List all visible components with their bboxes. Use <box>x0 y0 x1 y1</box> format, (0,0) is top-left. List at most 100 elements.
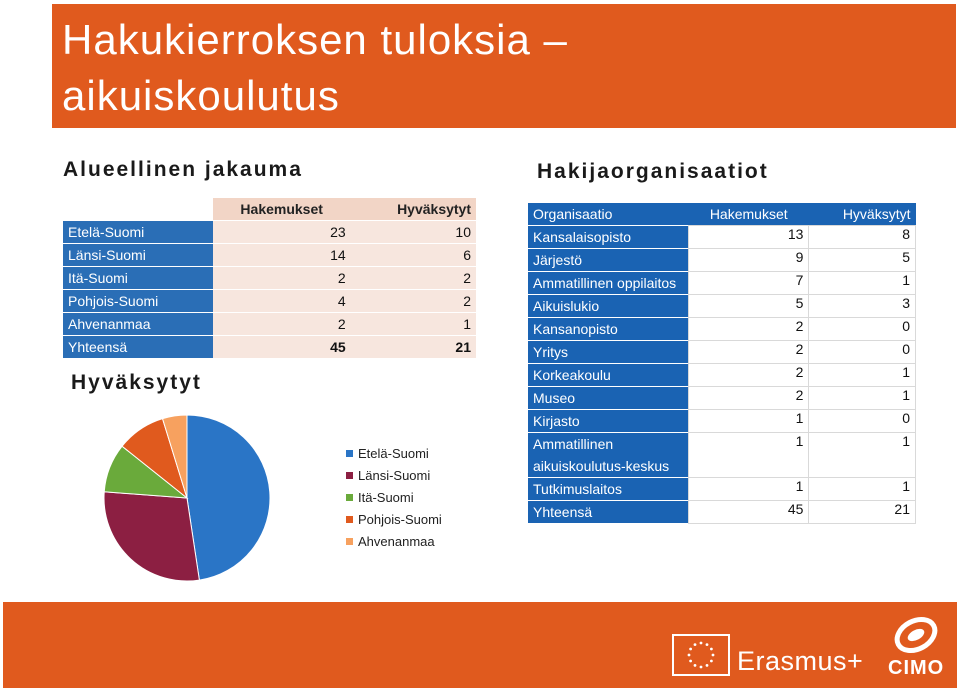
organisation-name: Aikuislukio <box>528 294 689 318</box>
applications-cell: 2 <box>212 266 351 290</box>
pie-slice-länsi-suomi <box>103 491 200 582</box>
organisation-name: Tutkimuslaitos <box>528 477 689 501</box>
table-row: Länsi-Suomi 14 6 <box>63 243 476 267</box>
region-name: Yhteensä <box>63 335 213 359</box>
legend-item: Pohjois-Suomi <box>346 508 442 530</box>
title-band <box>52 4 956 128</box>
header-applications: Hakemukset <box>212 198 351 221</box>
table-row: Yhteensä 45 21 <box>63 335 476 359</box>
applications-cell: 7 <box>687 271 810 295</box>
accepted-cell: 21 <box>808 500 916 524</box>
legend-item: Etelä-Suomi <box>346 442 442 464</box>
organisation-name: Kansanopisto <box>528 317 689 341</box>
table-row: Ammatillinen oppilaitos 7 1 <box>528 271 916 295</box>
applications-cell: 2 <box>687 363 810 387</box>
region-name: Itä-Suomi <box>63 266 213 290</box>
applications-cell: 45 <box>687 500 810 524</box>
accepted-cell: 1 <box>808 432 916 478</box>
legend-label: Pohjois-Suomi <box>358 511 442 527</box>
regional-table: Hakemukset Hyväksytyt Etelä-Suomi 23 10 Län… <box>63 198 476 359</box>
table-row: Museo 2 1 <box>528 386 916 410</box>
accepted-cell: 1 <box>808 271 916 295</box>
region-name: Ahvenanmaa <box>63 312 213 336</box>
region-name: Pohjois-Suomi <box>63 289 213 313</box>
table-row: Aikuislukio 5 3 <box>528 294 916 318</box>
table-row: Yritys 2 0 <box>528 340 916 364</box>
organisation-name: Kirjasto <box>528 409 689 433</box>
accepted-cell: 3 <box>808 294 916 318</box>
accepted-cell: 5 <box>808 248 916 272</box>
header-blank <box>63 198 213 221</box>
erasmus-logo: Erasmus+ <box>737 646 864 676</box>
organisation-name: Kansalaisopisto <box>528 225 689 249</box>
accepted-cell: 10 <box>350 220 476 244</box>
organisations-heading: Hakijaorganisaatiot <box>537 160 769 183</box>
header-applications: Hakemukset <box>688 203 809 226</box>
table-row: Tutkimuslaitos 1 1 <box>528 477 916 501</box>
header-accepted: Hyväksytyt <box>350 198 476 221</box>
organisation-name: Ammatillinen aikuiskoulutus-keskus <box>528 432 689 478</box>
table-row: Kirjasto 1 0 <box>528 409 916 433</box>
applications-cell: 2 <box>687 340 810 364</box>
table-row: Kansalaisopisto 13 8 <box>528 225 916 249</box>
table-row: Etelä-Suomi 23 10 <box>63 220 476 244</box>
applications-cell: 1 <box>687 477 810 501</box>
accepted-cell: 2 <box>350 266 476 290</box>
organisation-name: Yritys <box>528 340 689 364</box>
organisation-name: Korkeakoulu <box>528 363 689 387</box>
accepted-cell: 1 <box>808 477 916 501</box>
legend-item: Itä-Suomi <box>346 486 442 508</box>
organisations-table: Organisaatio Hakemukset Hyväksytyt Kansa… <box>528 203 916 524</box>
applications-cell: 23 <box>212 220 351 244</box>
applications-cell: 13 <box>687 225 810 249</box>
applications-cell: 5 <box>687 294 810 318</box>
table-row: Yhteensä 45 21 <box>528 500 916 524</box>
legend-swatch <box>346 515 353 523</box>
applications-cell: 4 <box>212 289 351 313</box>
accepted-cell: 1 <box>808 363 916 387</box>
accepted-cell: 6 <box>350 243 476 267</box>
applications-cell: 9 <box>687 248 810 272</box>
organisation-name: Järjestö <box>528 248 689 272</box>
table-row: Järjestö 9 5 <box>528 248 916 272</box>
legend-swatch <box>346 449 353 457</box>
pie-legend: Etelä-Suomi Länsi-Suomi Itä-Suomi Pohjois-S… <box>346 442 442 552</box>
region-name: Etelä-Suomi <box>63 220 213 244</box>
applications-cell: 2 <box>687 317 810 341</box>
table-row: Ahvenanmaa 2 1 <box>63 312 476 336</box>
applications-cell: 1 <box>687 409 810 433</box>
accepted-cell: 0 <box>808 340 916 364</box>
accepted-cell: 21 <box>350 335 476 359</box>
pie-heading: Hyväksytyt <box>71 371 202 394</box>
cimo-logo-icon <box>894 616 938 654</box>
table-row: Ammatillinen aikuiskoulutus-keskus 1 1 <box>528 432 916 478</box>
legend-swatch <box>346 493 353 501</box>
page-title: Hakukierroksen tuloksia – aikuiskoulutus <box>62 16 568 119</box>
applications-cell: 14 <box>212 243 351 267</box>
header-organisation: Organisaatio <box>528 203 689 226</box>
accepted-cell: 0 <box>808 409 916 433</box>
eu-flag-icon <box>672 634 730 676</box>
applications-cell: 45 <box>212 335 351 359</box>
accepted-cell: 2 <box>350 289 476 313</box>
table-row: Pohjois-Suomi 4 2 <box>63 289 476 313</box>
accepted-cell: 1 <box>808 386 916 410</box>
table-row: Itä-Suomi 2 2 <box>63 266 476 290</box>
applications-cell: 2 <box>212 312 351 336</box>
legend-item: Länsi-Suomi <box>346 464 442 486</box>
accepted-cell: 8 <box>808 225 916 249</box>
legend-label: Etelä-Suomi <box>358 445 429 461</box>
regional-heading: Alueellinen jakauma <box>63 158 303 181</box>
legend-swatch <box>346 471 353 479</box>
table-row: Korkeakoulu 2 1 <box>528 363 916 387</box>
legend-item: Ahvenanmaa <box>346 530 442 552</box>
organisation-name: Ammatillinen oppilaitos <box>528 271 689 295</box>
region-name: Länsi-Suomi <box>63 243 213 267</box>
legend-label: Itä-Suomi <box>358 489 414 505</box>
header-accepted: Hyväksytyt <box>808 203 916 226</box>
organisation-name: Yhteensä <box>528 500 689 524</box>
accepted-cell: 1 <box>350 312 476 336</box>
legend-label: Länsi-Suomi <box>358 467 431 483</box>
accepted-pie-chart <box>103 414 271 582</box>
accepted-cell: 0 <box>808 317 916 341</box>
